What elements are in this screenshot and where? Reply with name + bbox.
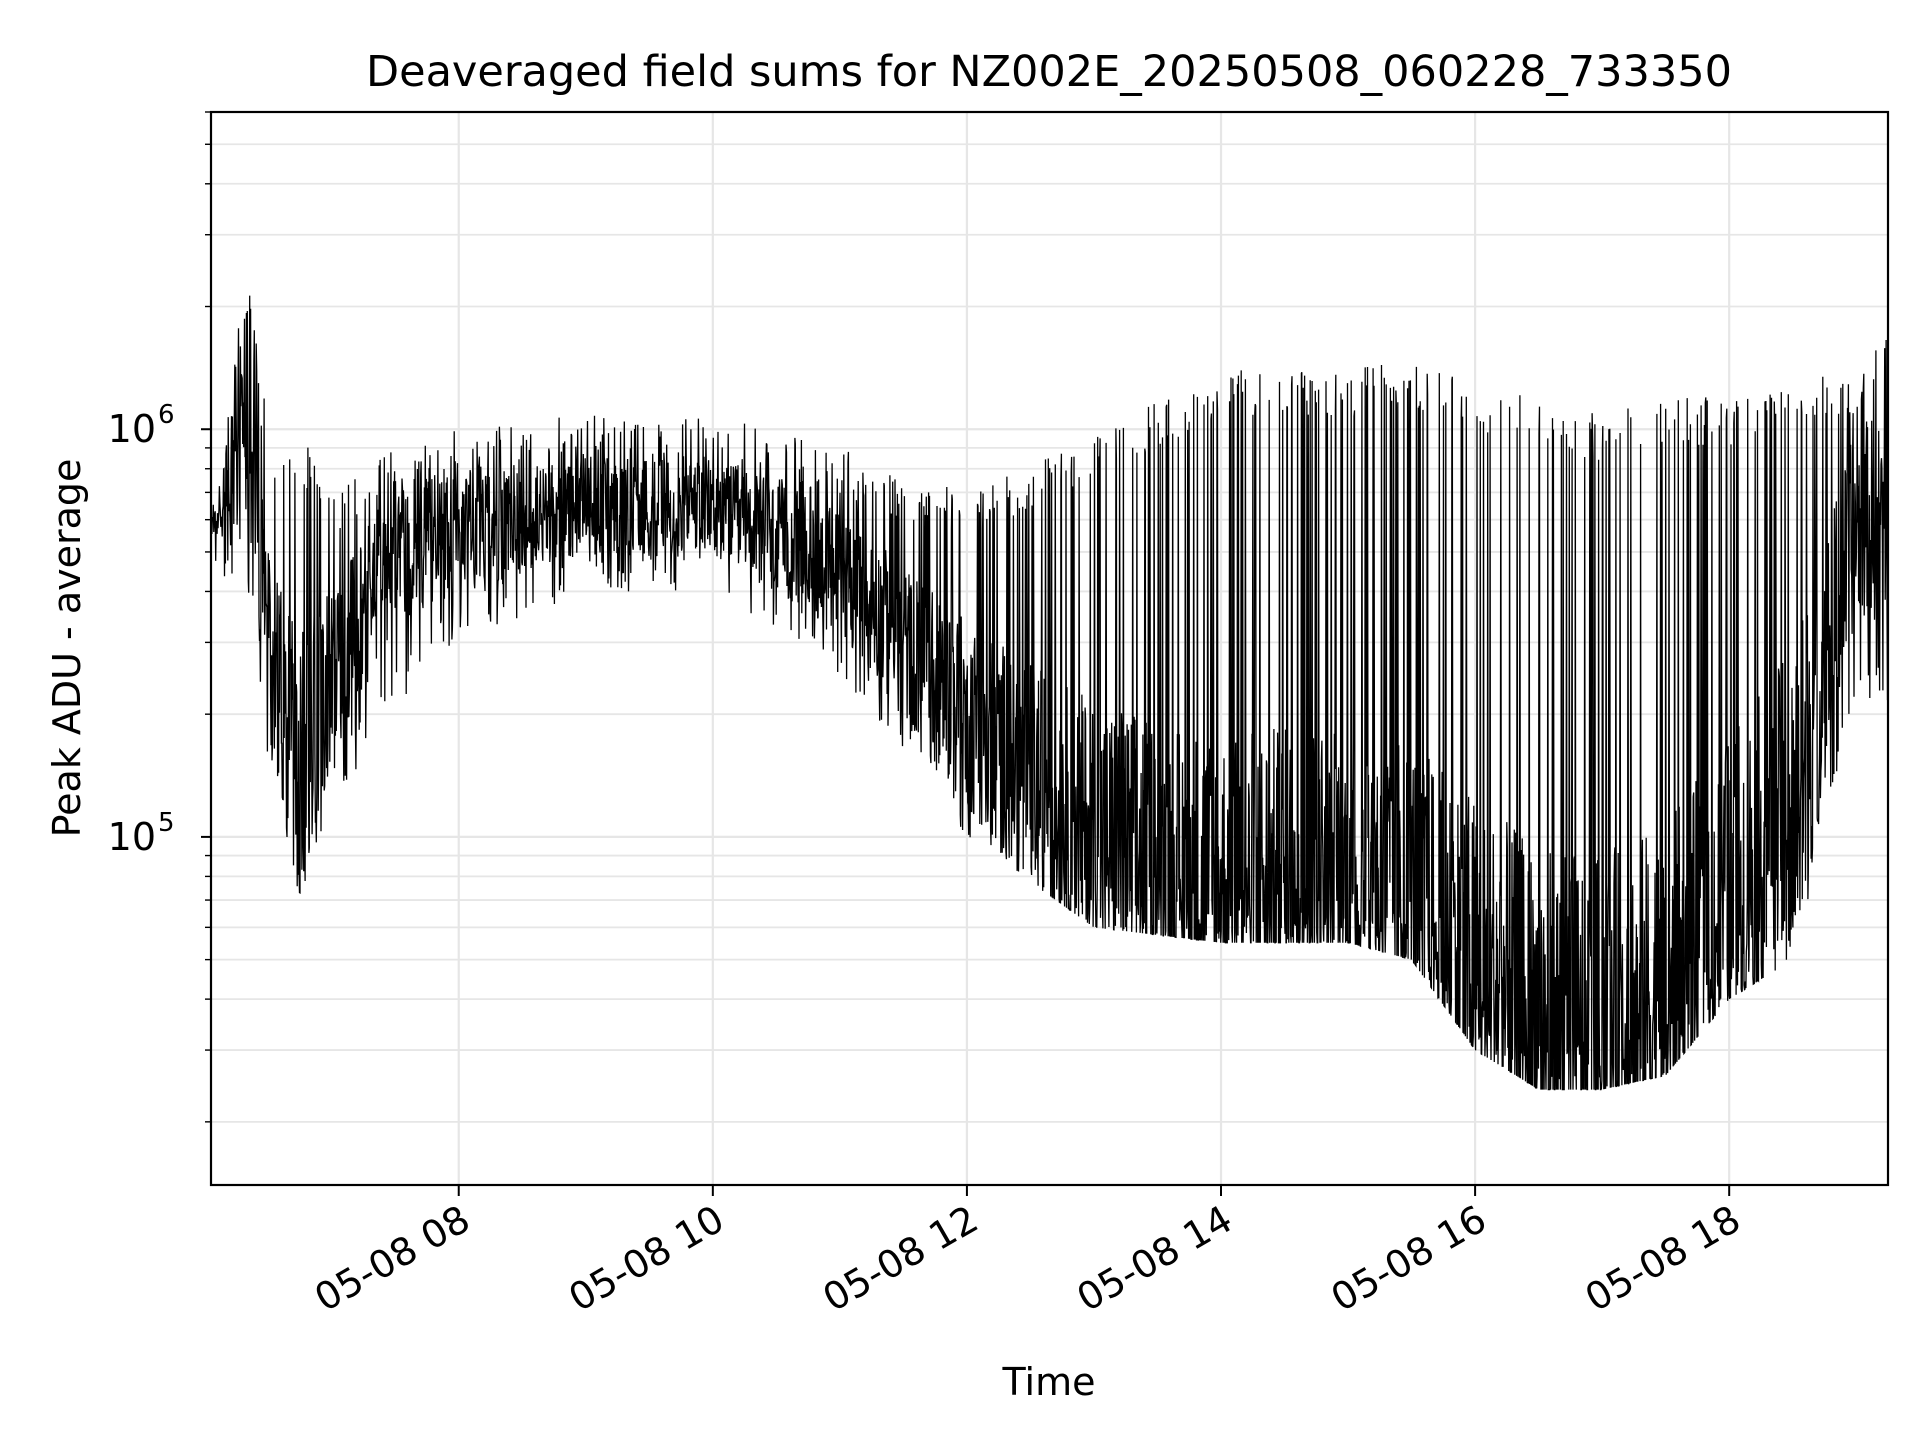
- y-tick-label: 10: [108, 815, 156, 859]
- y-axis-label: Peak ADU - average: [45, 459, 89, 838]
- y-tick-label-exponent: 6: [158, 400, 175, 430]
- x-axis-label: Time: [1002, 1360, 1096, 1404]
- plot-frame: [209, 110, 1890, 1187]
- series-line: [210, 295, 1889, 1091]
- chart-title: Deaveraged field sums for NZ002E_2025050…: [366, 47, 1732, 97]
- series-line-group: [210, 295, 1889, 1091]
- y-tick-label: 10: [108, 407, 156, 451]
- y-tick-label-exponent: 5: [158, 808, 175, 838]
